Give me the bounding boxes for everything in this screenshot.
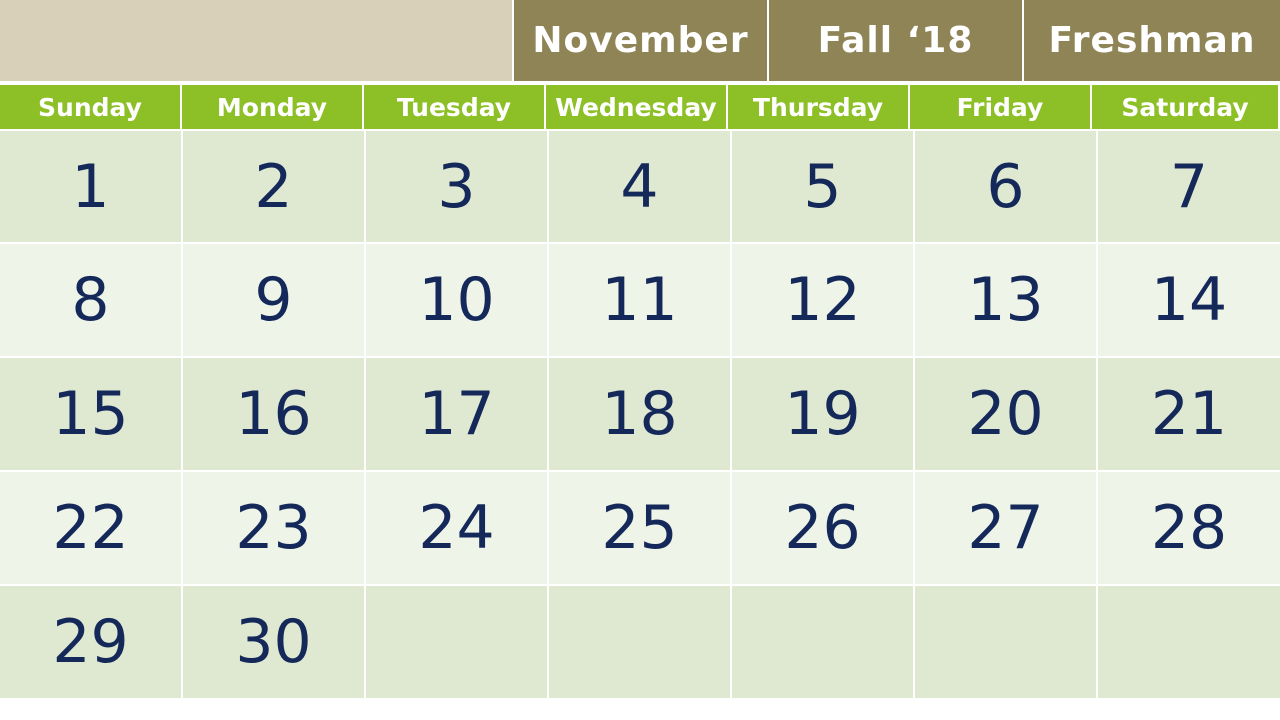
date-cell[interactable]: 19 (732, 358, 913, 470)
class-year-title: Freshman (1024, 0, 1280, 81)
empty-date-cell (1098, 586, 1280, 698)
date-cell[interactable]: 16 (183, 358, 364, 470)
date-cell[interactable]: 29 (0, 586, 181, 698)
date-cell[interactable]: 9 (183, 244, 364, 356)
calendar-header: November Fall ‘18 Freshman (0, 0, 1280, 83)
date-cell[interactable]: 1 (0, 131, 181, 242)
date-cell[interactable]: 3 (366, 131, 547, 242)
date-grid: 1 2 3 4 5 6 7 8 9 10 11 12 13 14 15 16 1… (0, 131, 1280, 700)
header-blank-area (0, 0, 512, 81)
date-cell[interactable]: 21 (1098, 358, 1280, 470)
date-cell[interactable]: 24 (366, 472, 547, 584)
weekday-tuesday: Tuesday (364, 85, 544, 129)
date-cell[interactable]: 23 (183, 472, 364, 584)
date-cell[interactable]: 27 (915, 472, 1096, 584)
weekday-header-row: Sunday Monday Tuesday Wednesday Thursday… (0, 85, 1280, 129)
date-cell[interactable]: 4 (549, 131, 730, 242)
weekday-sunday: Sunday (0, 85, 180, 129)
date-cell[interactable]: 18 (549, 358, 730, 470)
weekday-thursday: Thursday (728, 85, 908, 129)
date-cell[interactable]: 26 (732, 472, 913, 584)
empty-date-cell (732, 586, 913, 698)
weekday-friday: Friday (910, 85, 1090, 129)
empty-date-cell (366, 586, 547, 698)
date-cell[interactable]: 13 (915, 244, 1096, 356)
date-cell[interactable]: 12 (732, 244, 913, 356)
date-cell[interactable]: 14 (1098, 244, 1280, 356)
date-cell[interactable]: 6 (915, 131, 1096, 242)
date-cell[interactable]: 28 (1098, 472, 1280, 584)
date-cell[interactable]: 11 (549, 244, 730, 356)
term-title: Fall ‘18 (769, 0, 1022, 81)
date-cell[interactable]: 10 (366, 244, 547, 356)
weekday-wednesday: Wednesday (546, 85, 726, 129)
date-cell[interactable]: 15 (0, 358, 181, 470)
empty-date-cell (549, 586, 730, 698)
weekday-monday: Monday (182, 85, 362, 129)
empty-date-cell (915, 586, 1096, 698)
date-cell[interactable]: 5 (732, 131, 913, 242)
date-cell[interactable]: 8 (0, 244, 181, 356)
date-cell[interactable]: 17 (366, 358, 547, 470)
date-cell[interactable]: 7 (1098, 131, 1280, 242)
date-cell[interactable]: 2 (183, 131, 364, 242)
date-cell[interactable]: 30 (183, 586, 364, 698)
month-title: November (514, 0, 767, 81)
date-cell[interactable]: 22 (0, 472, 181, 584)
date-cell[interactable]: 25 (549, 472, 730, 584)
weekday-saturday: Saturday (1092, 85, 1278, 129)
date-cell[interactable]: 20 (915, 358, 1096, 470)
